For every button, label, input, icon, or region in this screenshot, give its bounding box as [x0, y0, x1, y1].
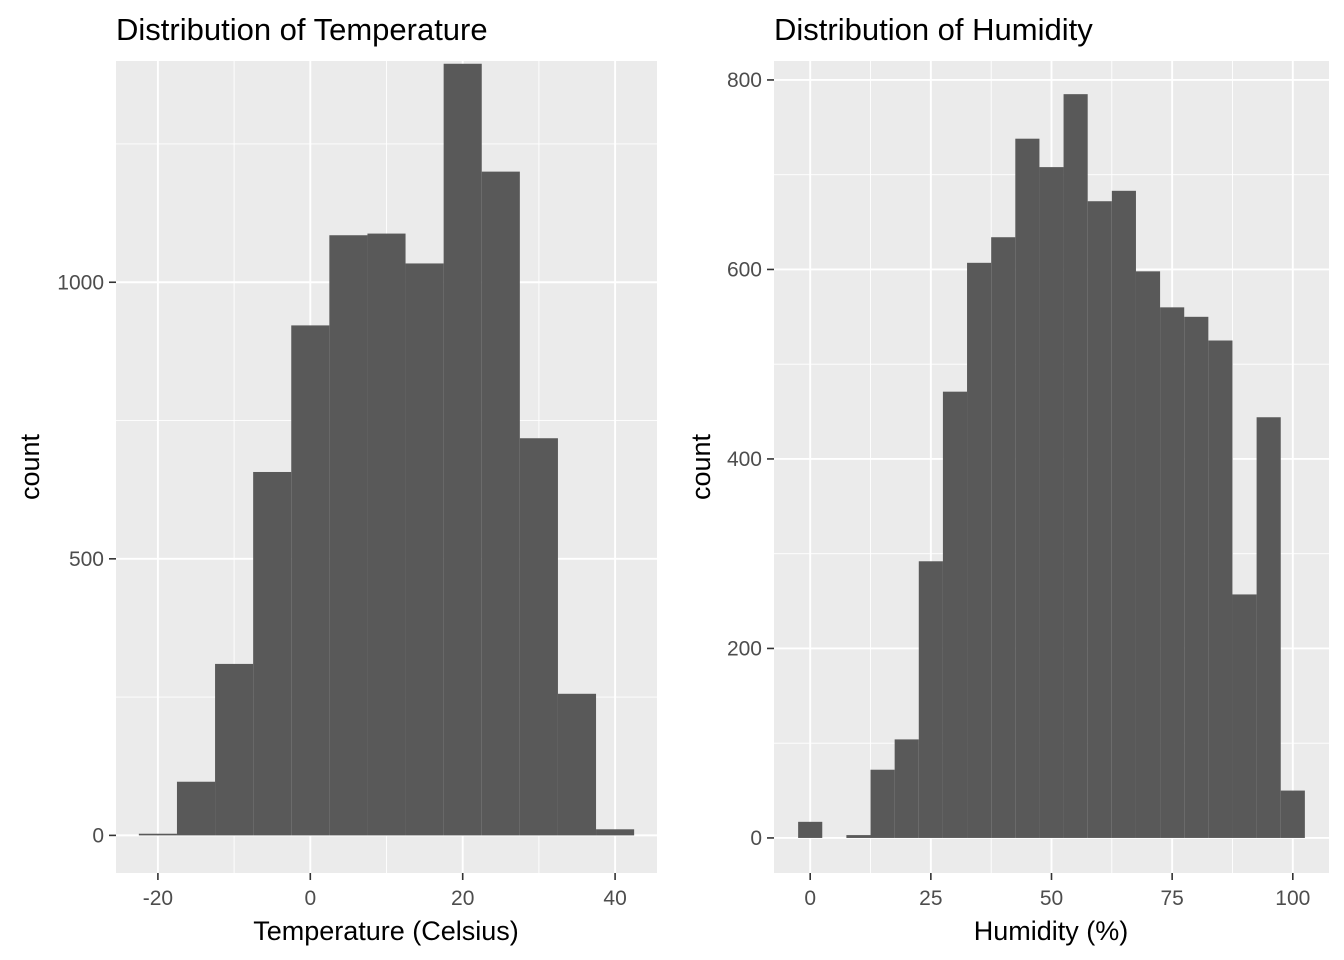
humidity-histogram-bar: [870, 769, 895, 838]
humidity-chart-title: Distribution of Humidity: [774, 12, 1093, 47]
temperature-histogram-bar: [291, 325, 330, 836]
temperature-x-tick-label: 0: [304, 887, 316, 910]
humidity-y-axis-title: count: [686, 433, 716, 500]
temperature-histogram-bar: [253, 471, 292, 836]
humidity-histogram-bar: [894, 739, 919, 838]
temperature-y-tick-label: 1000: [57, 271, 104, 294]
humidity-x-tick-label: 25: [919, 887, 942, 910]
temperature-bars: [138, 63, 635, 836]
temperature-histogram-bar: [329, 235, 368, 836]
humidity-histogram-bar: [1256, 417, 1281, 838]
humidity-histogram-bar: [1039, 167, 1064, 838]
humidity-x-axis-title: Humidity (%): [974, 916, 1129, 946]
humidity-x-tick-label: 75: [1160, 887, 1183, 910]
humidity-y-tick-label: 400: [727, 448, 762, 471]
humidity-histogram-bar: [1280, 790, 1305, 838]
humidity-axes: 0 25 50 75 100 0 200 400 600 800: [727, 69, 1310, 910]
humidity-x-tick-label: 50: [1040, 887, 1063, 910]
humidity-histogram-bar: [1184, 316, 1209, 838]
humidity-bars: [798, 94, 1305, 838]
humidity-histogram-bar: [942, 391, 968, 838]
temperature-histogram-bar: [138, 833, 177, 836]
humidity-y-tick-label: 0: [750, 827, 762, 850]
temperature-y-tick-label: 500: [69, 548, 104, 571]
temperature-y-axis-title: count: [15, 433, 45, 500]
humidity-x-tick-label: 100: [1275, 887, 1310, 910]
humidity-y-tick-label: 600: [727, 258, 762, 281]
humidity-chart: Distribution of Humidity 0 25 50 75 100 0 200 4…: [686, 12, 1329, 946]
humidity-histogram-bar: [1111, 190, 1136, 838]
temperature-y-tick-label: 0: [92, 824, 104, 847]
humidity-y-tick-label: 200: [727, 637, 762, 660]
humidity-histogram-bar: [1208, 340, 1233, 838]
temperature-chart-title: Distribution of Temperature: [116, 12, 488, 47]
temperature-x-tick-label: 40: [603, 887, 626, 910]
temperature-axes: -20 0 20 40 0 500 1000: [57, 271, 626, 910]
humidity-y-tick-label: 800: [727, 69, 762, 92]
humidity-histogram-bar: [1232, 594, 1257, 838]
humidity-histogram-bar: [1015, 138, 1040, 838]
humidity-histogram-bar: [991, 237, 1016, 838]
temperature-histogram-bar: [519, 438, 558, 836]
temperature-histogram-bar: [443, 63, 482, 836]
humidity-histogram-bar: [1087, 201, 1112, 838]
temperature-histogram-bar: [596, 829, 635, 836]
temperature-chart: Distribution of Temperature -20 0 20 40 0 500…: [15, 12, 657, 946]
temperature-histogram-bar: [367, 233, 406, 836]
humidity-x-tick-label: 0: [804, 887, 816, 910]
temperature-histogram-bar: [481, 171, 520, 836]
temperature-x-tick-label: -20: [143, 887, 173, 910]
temperature-x-tick-label: 20: [451, 887, 474, 910]
temperature-histogram-bar: [405, 263, 444, 836]
humidity-histogram-bar: [918, 561, 943, 838]
humidity-histogram-bar: [846, 835, 871, 838]
humidity-histogram-bar: [1135, 271, 1161, 838]
temperature-histogram-bar: [215, 663, 254, 836]
humidity-histogram-bar: [798, 821, 823, 838]
temperature-histogram-bar: [557, 693, 597, 836]
temperature-x-axis-title: Temperature (Celsius): [253, 916, 519, 946]
temperature-histogram-bar: [176, 781, 216, 836]
humidity-histogram-bar: [967, 262, 992, 838]
humidity-histogram-bar: [1160, 307, 1185, 838]
humidity-histogram-bar: [1063, 94, 1088, 838]
